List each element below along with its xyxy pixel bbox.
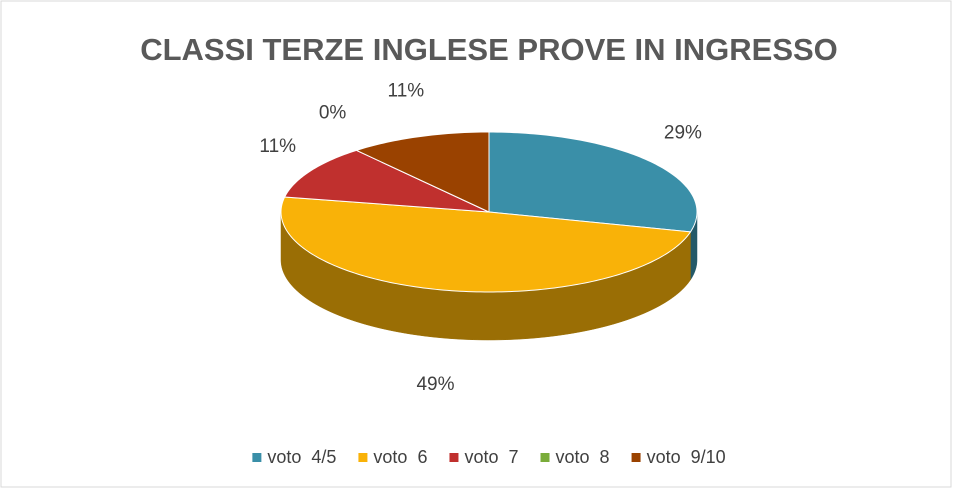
legend-label: voto 9/10 <box>647 447 726 467</box>
legend-swatch <box>540 453 550 462</box>
legend-label: voto 7 <box>464 447 518 467</box>
legend-label: voto 8 <box>556 447 610 467</box>
data-label: 0% <box>319 102 347 123</box>
slice <box>488 131 698 233</box>
legend-swatch <box>449 453 459 462</box>
data-label: 49% <box>416 374 454 395</box>
data-label: 11% <box>388 81 425 102</box>
legend-label: voto 6 <box>373 447 427 467</box>
legend-swatch <box>252 453 262 462</box>
legend-label: voto 4/5 <box>267 447 336 467</box>
legend-swatch <box>631 453 641 462</box>
legend-swatch <box>358 453 368 462</box>
slice <box>283 149 490 213</box>
slice <box>280 196 692 293</box>
slice <box>355 131 490 213</box>
data-label: 29% <box>664 123 702 144</box>
data-label: 11% <box>259 136 296 157</box>
chart-title: CLASSI TERZE INGLESE PROVE IN INGRESSO <box>140 32 838 67</box>
